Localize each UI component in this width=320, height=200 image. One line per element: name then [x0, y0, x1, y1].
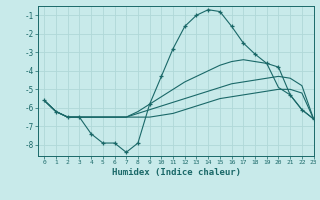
X-axis label: Humidex (Indice chaleur): Humidex (Indice chaleur): [111, 168, 241, 177]
